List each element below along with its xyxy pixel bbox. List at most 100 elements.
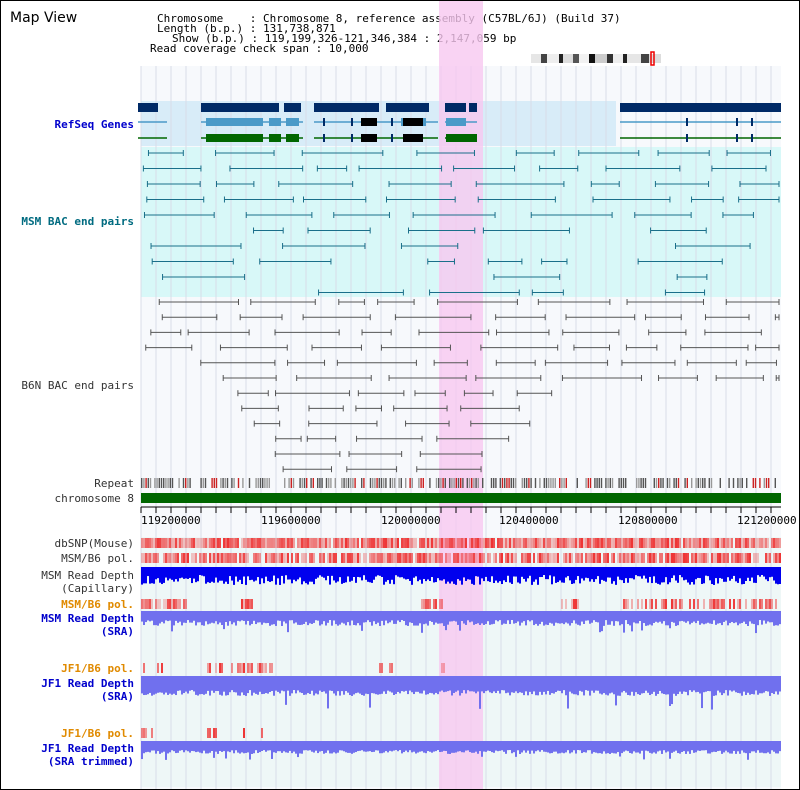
- track-label-sra-trimmed: (SRA trimmed): [47, 755, 134, 768]
- depth-bar: [443, 741, 445, 751]
- repeat-mark: [598, 478, 600, 488]
- depth-bar: [319, 741, 321, 752]
- track-label-msm-depth-sra[interactable]: MSM Read Depth: [41, 612, 134, 625]
- depth-bar: [651, 676, 653, 694]
- track-label-jf1-depth-sra[interactable]: JF1 Read Depth: [41, 677, 134, 690]
- depth-bar: [337, 611, 339, 626]
- polymorphism-mark: [423, 538, 425, 548]
- depth-bar: [251, 611, 253, 624]
- depth-bar: [375, 567, 377, 577]
- depth-bar: [761, 567, 763, 576]
- track-label-refseq[interactable]: RefSeq Genes: [54, 118, 134, 131]
- depth-bar: [353, 741, 355, 753]
- depth-bar: [579, 741, 581, 751]
- depth-bar: [229, 567, 231, 577]
- depth-bar: [585, 611, 587, 621]
- depth-bar: [553, 676, 555, 694]
- depth-bar: [565, 676, 567, 696]
- depth-bar: [165, 611, 167, 621]
- depth-bar: [721, 567, 723, 579]
- refseq-exon: [751, 118, 753, 126]
- depth-bar: [697, 611, 699, 621]
- depth-bar: [149, 741, 151, 753]
- track-label-msm-b6-pol[interactable]: MSM/B6 pol.: [61, 552, 134, 565]
- depth-bar: [445, 676, 447, 692]
- depth-bar: [195, 567, 197, 583]
- track-label-msm-depth-capillary[interactable]: MSM Read Depth: [41, 569, 134, 582]
- depth-bar: [629, 567, 631, 579]
- polymorphism-mark: [773, 538, 775, 548]
- depth-bar: [607, 611, 609, 625]
- depth-bar: [197, 611, 199, 623]
- depth-bar: [201, 676, 203, 695]
- depth-bar: [699, 567, 701, 579]
- depth-bar: [215, 676, 217, 691]
- polymorphism-mark: [553, 538, 555, 548]
- track-label-b6n-bac[interactable]: B6N BAC end pairs: [21, 379, 134, 392]
- depth-bar: [657, 567, 659, 584]
- depth-bar: [357, 676, 359, 693]
- polymorphism-mark: [609, 538, 611, 548]
- depth-bar: [205, 611, 207, 622]
- refseq-exon: [206, 134, 263, 142]
- polymorphism-mark: [657, 538, 659, 548]
- depth-bar: [691, 741, 693, 751]
- polymorphism-mark: [249, 538, 251, 548]
- depth-bar: [679, 611, 681, 622]
- polymorphism-mark: [765, 599, 767, 609]
- depth-bar: [309, 567, 311, 582]
- track-label-jf1-depth-trimmed[interactable]: JF1 Read Depth: [41, 742, 134, 755]
- depth-bar: [615, 611, 617, 622]
- depth-bar: [323, 611, 325, 622]
- depth-bar: [753, 741, 755, 752]
- depth-bar: [265, 567, 267, 577]
- track-label-jf1-b6-pol-trimmed[interactable]: JF1/B6 pol.: [61, 727, 134, 740]
- depth-bar: [481, 611, 483, 624]
- depth-bar: [371, 741, 373, 753]
- polymorphism-mark: [311, 538, 313, 548]
- track-label-chromosome[interactable]: chromosome 8: [54, 492, 134, 505]
- depth-bar: [689, 676, 691, 691]
- depth-bar: [669, 741, 671, 759]
- ideogram-band: [579, 54, 589, 63]
- depth-bar: [451, 611, 453, 622]
- polymorphism-mark: [635, 538, 637, 548]
- depth-bar: [415, 567, 417, 577]
- depth-bar: [733, 676, 735, 691]
- repeat-mark: [526, 478, 528, 488]
- depth-bar: [465, 676, 467, 694]
- depth-bar: [293, 676, 295, 691]
- polymorphism-mark: [711, 553, 713, 563]
- depth-bar: [599, 676, 601, 694]
- depth-bar: [499, 676, 501, 694]
- depth-bar: [331, 567, 333, 576]
- track-label-msm-b6-pol-sra[interactable]: MSM/B6 pol.: [61, 598, 134, 611]
- polymorphism-mark: [179, 599, 181, 609]
- polymorphism-mark: [661, 553, 663, 563]
- polymorphism-mark: [429, 599, 431, 609]
- depth-bar: [717, 676, 719, 691]
- depth-bar: [711, 676, 713, 710]
- depth-bar: [463, 567, 465, 578]
- depth-bar: [295, 741, 297, 754]
- repeat-mark: [611, 478, 614, 488]
- depth-bar: [305, 611, 307, 622]
- polymorphism-mark: [435, 553, 437, 563]
- track-label-repeat[interactable]: Repeat: [94, 477, 134, 490]
- depth-bar: [479, 611, 481, 625]
- track-label-msm-bac[interactable]: MSM BAC end pairs: [21, 215, 134, 228]
- polymorphism-mark: [455, 538, 457, 548]
- track-label-jf1-b6-pol[interactable]: JF1/B6 pol.: [61, 662, 134, 675]
- depth-bar: [369, 567, 371, 583]
- depth-bar: [777, 676, 779, 695]
- depth-bar: [193, 567, 195, 579]
- depth-bar: [391, 741, 393, 752]
- depth-bar: [169, 611, 171, 621]
- polymorphism-mark: [663, 599, 665, 609]
- polymorphism-mark: [747, 538, 749, 548]
- depth-bar: [697, 567, 699, 578]
- track-label-dbsnp[interactable]: dbSNP(Mouse): [54, 537, 134, 550]
- depth-bar: [325, 676, 327, 694]
- depth-bar: [623, 567, 625, 584]
